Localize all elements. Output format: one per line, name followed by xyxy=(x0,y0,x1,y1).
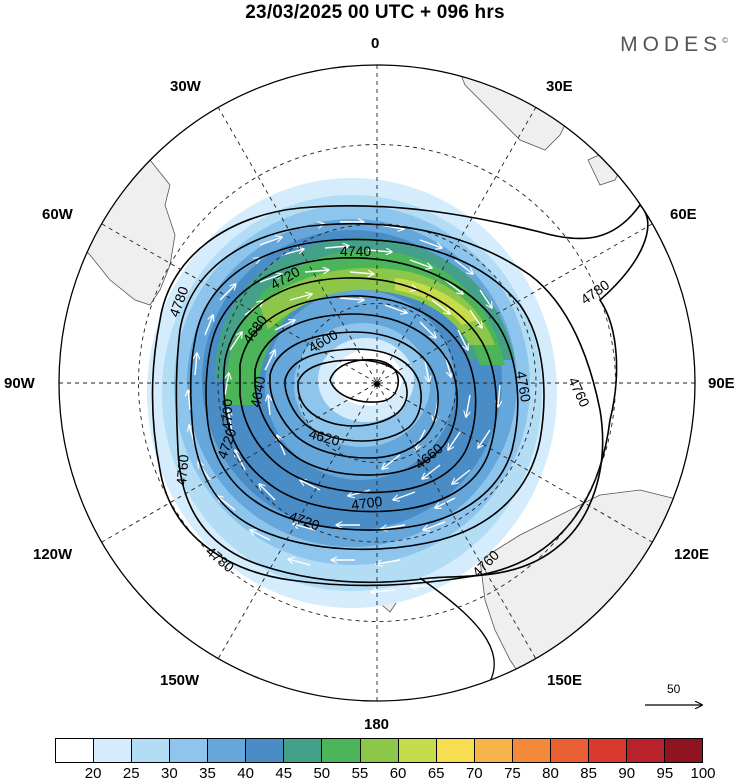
colorbar-tick-label: 70 xyxy=(465,765,483,782)
landmass-south-america xyxy=(59,65,176,306)
colorbar-tick-label: 95 xyxy=(656,765,674,782)
colorbar-swatch xyxy=(94,739,133,762)
contour-4700 xyxy=(222,277,498,513)
contour-label: 4760 xyxy=(565,375,593,410)
colorbar-tick-label: 90 xyxy=(618,765,636,782)
colorbar-swatch xyxy=(170,739,209,762)
colorbar-swatch xyxy=(398,739,437,762)
contour-4660 xyxy=(254,313,458,476)
landmass-australia xyxy=(479,489,695,701)
colorbar-swatch xyxy=(246,739,285,762)
landmass-madagascar xyxy=(587,149,626,186)
colorbar-swatch xyxy=(132,739,171,762)
contour-4720 xyxy=(205,257,519,531)
colorbar-swatch xyxy=(322,739,361,762)
south-pole-marker xyxy=(374,381,380,387)
landmass-africa xyxy=(454,65,571,151)
lon-label-0: 0 xyxy=(371,35,380,52)
colorbar-swatch xyxy=(436,739,475,762)
colorbar-tick-label: 55 xyxy=(351,765,369,782)
colorbar-tick-label: 25 xyxy=(122,765,140,782)
lon-label-120w: 120W xyxy=(33,546,73,563)
wind-speed-shading xyxy=(147,178,557,608)
contour-4620 xyxy=(284,348,422,442)
contour-4760 xyxy=(175,222,604,584)
graticule xyxy=(59,65,695,701)
colorbar-swatch xyxy=(360,739,399,762)
lon-label-90e: 90E xyxy=(708,375,735,392)
lon-label-120e: 120E xyxy=(674,546,710,563)
colorbar-swatch xyxy=(512,739,551,762)
colorbar-tick-label: 60 xyxy=(389,765,407,782)
contour-label: 4760 xyxy=(173,454,192,487)
colorbar-swatch xyxy=(474,739,513,762)
contour-label: 4620 xyxy=(307,425,341,449)
contour-label: 4740 xyxy=(340,243,371,259)
height-contours xyxy=(151,203,649,701)
lon-label-150w: 150W xyxy=(160,672,200,689)
contour-4780 xyxy=(151,203,649,587)
wind-vectors xyxy=(188,222,500,592)
colorbar-swatch xyxy=(588,739,627,762)
lon-label-30e: 30E xyxy=(546,78,573,95)
lon-label-30w: 30W xyxy=(170,78,201,95)
contour-inner xyxy=(329,358,400,403)
colorbar-ticks: 20 25 30 35 40 45 50 55 60 65 70 75 80 85 90 95 100 xyxy=(55,765,716,782)
map-boundary xyxy=(58,64,696,702)
colorbar-swatch xyxy=(56,739,95,762)
colorbar-swatch xyxy=(626,739,665,762)
lon-label-150e: 150E xyxy=(547,672,583,689)
contour-4640 xyxy=(269,331,439,459)
contour-label: 4700 xyxy=(350,493,383,513)
colorbar-tick-label: 40 xyxy=(237,765,254,782)
lon-label-90w: 90W xyxy=(4,375,35,392)
colorbar-tick-label: 75 xyxy=(504,765,521,782)
contour-label: 4760 xyxy=(513,370,534,404)
colorbar-tick-label: 35 xyxy=(199,765,216,782)
lon-label-60e: 60E xyxy=(670,206,697,223)
wind-reference-label: 50 xyxy=(667,682,681,696)
colorbar xyxy=(55,738,703,763)
colorbar-tick-label: 80 xyxy=(542,765,559,782)
colorbar-tick-label: 65 xyxy=(427,765,445,782)
colorbar-tick-label: 85 xyxy=(580,765,597,782)
colorbar-swatch xyxy=(665,739,703,762)
contour-4740 xyxy=(189,238,545,551)
colorbar-tick-label: 20 xyxy=(84,765,102,782)
colorbar-swatch xyxy=(208,739,247,762)
contour-4680 xyxy=(239,295,477,494)
chart-title: 23/03/2025 00 UTC + 096 hrs xyxy=(245,2,505,23)
contour-label: 4780 xyxy=(578,276,613,307)
colorbar-tick-label: 50 xyxy=(313,765,331,782)
colorbar-tick-label: 30 xyxy=(161,765,178,782)
colorbar-swatch xyxy=(284,739,323,762)
colorbar-tick-label: 100 xyxy=(690,765,716,782)
colorbar-tick-label: 45 xyxy=(275,765,293,782)
colorbar-swatch xyxy=(550,739,589,762)
lon-label-60w: 60W xyxy=(42,206,73,223)
brand-logo: MODES© xyxy=(620,33,728,56)
lon-label-180: 180 xyxy=(364,716,390,733)
contour-4600 xyxy=(297,359,408,427)
